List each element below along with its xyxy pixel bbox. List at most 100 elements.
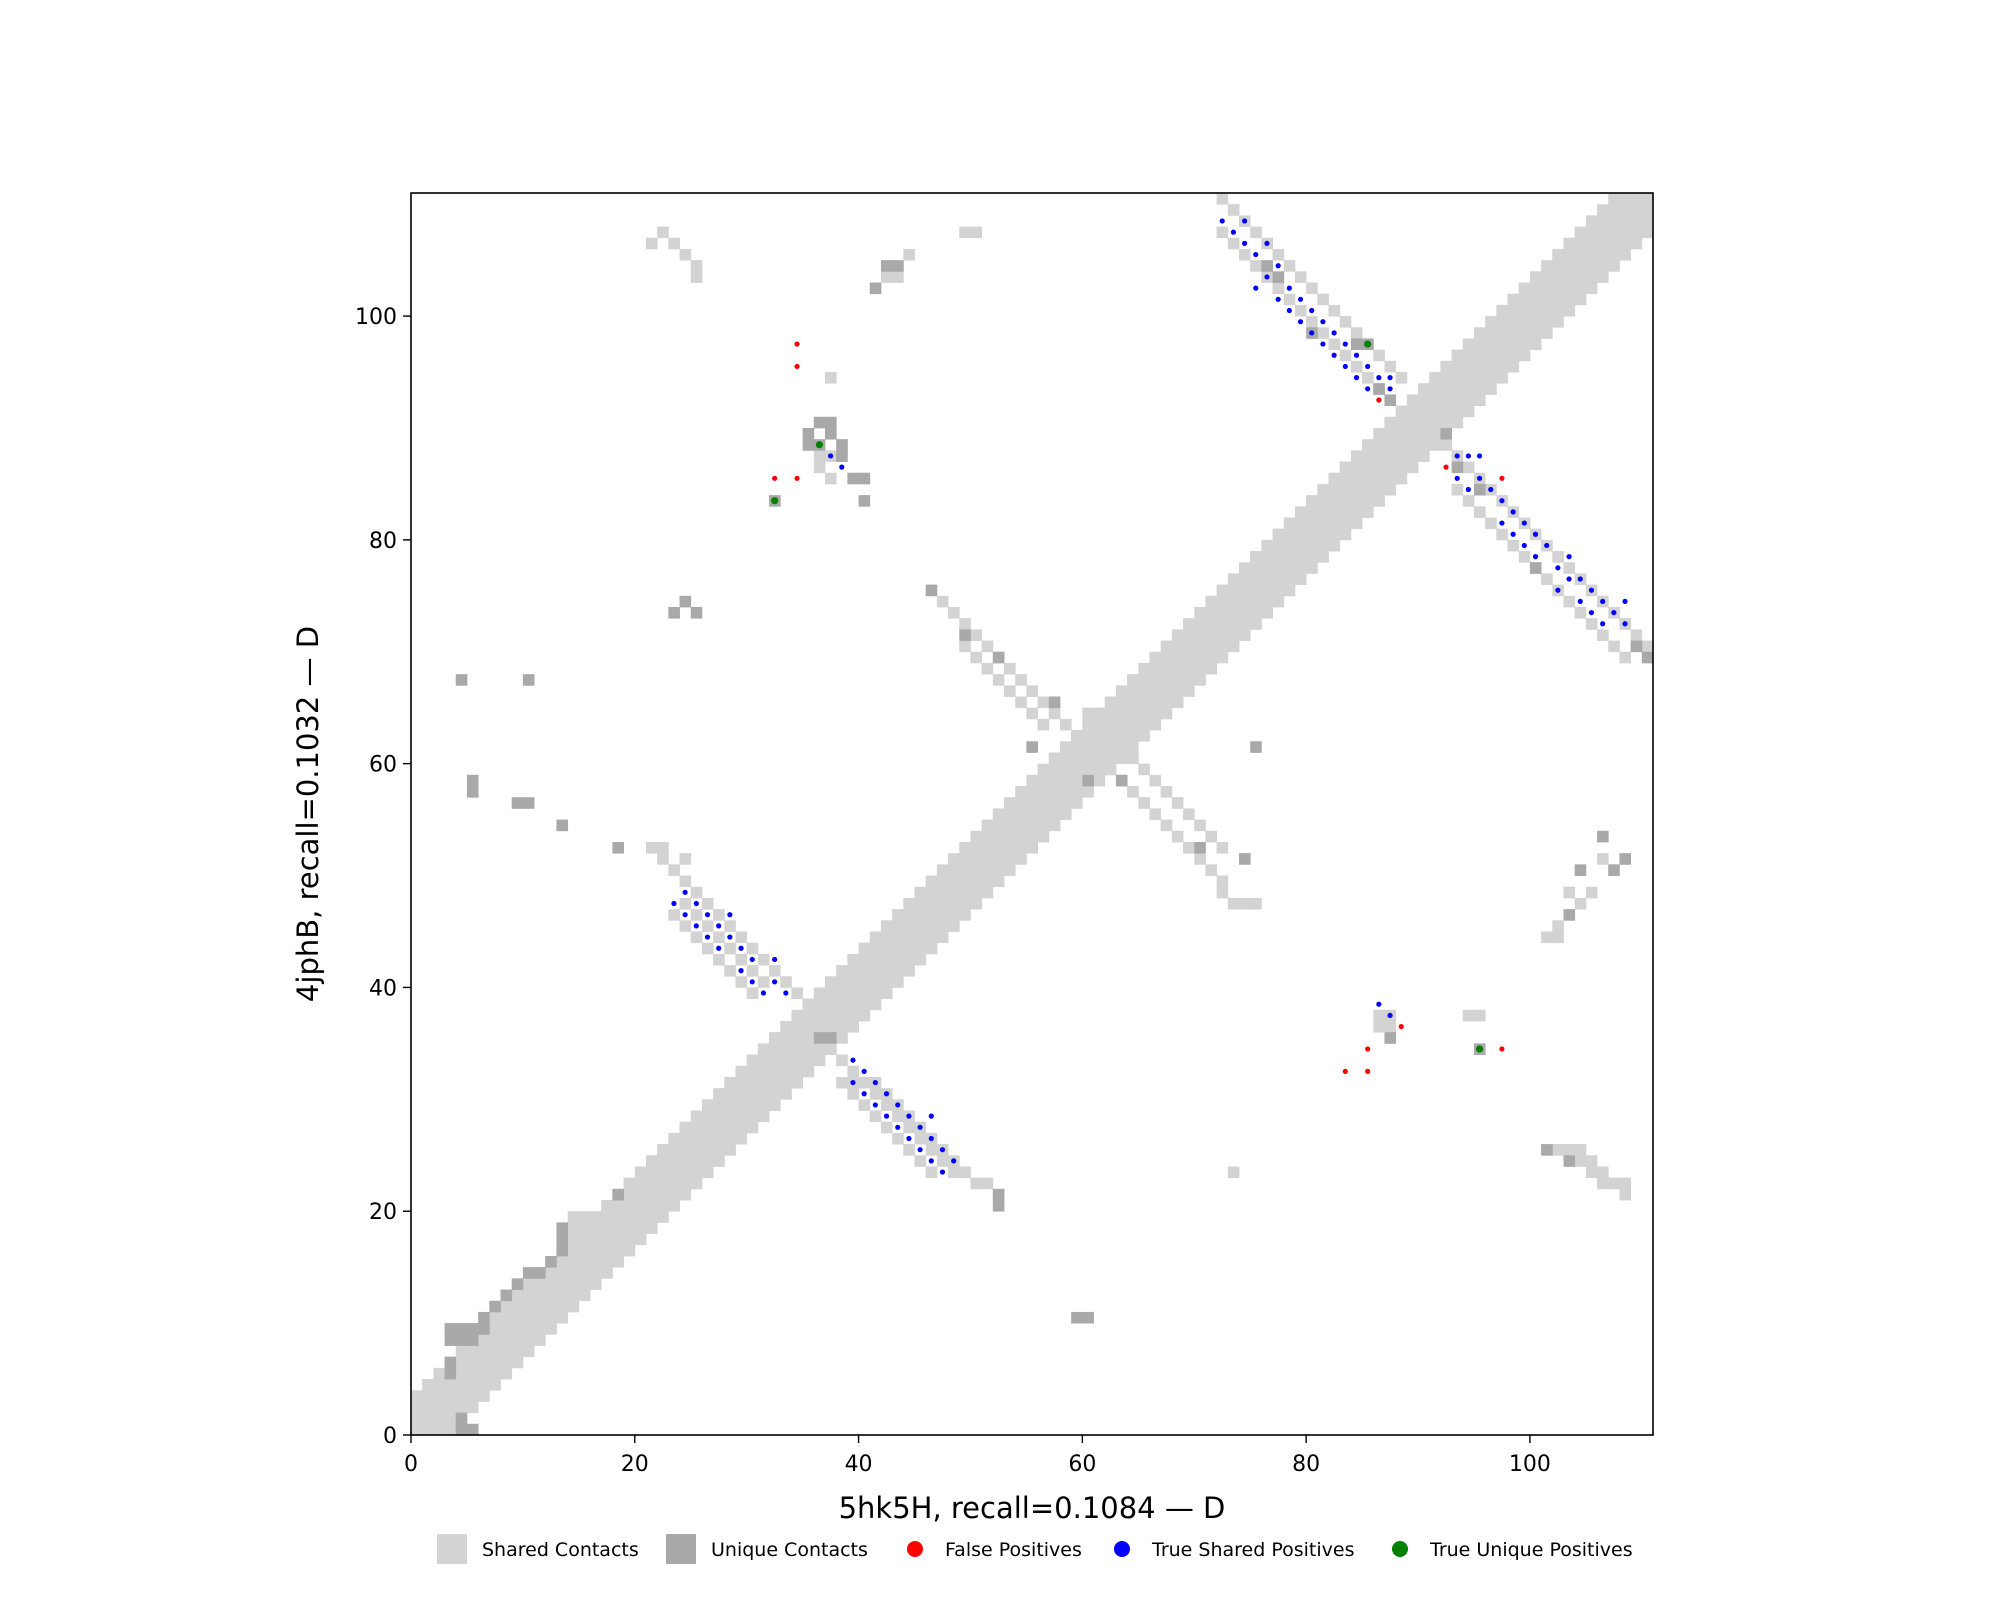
- shared-contact-cell: [478, 1390, 490, 1402]
- shared-contact-cell: [992, 819, 1005, 832]
- unique-contact-cell: [522, 797, 535, 809]
- unique-contact-cell: [522, 674, 535, 686]
- shared-contact-cell: [690, 1144, 703, 1156]
- shared-contact-cell: [1037, 797, 1050, 809]
- shared-contact-cell: [522, 1323, 535, 1335]
- true-shared-positive-point: [951, 1158, 957, 1164]
- shared-contact-cell: [735, 1088, 748, 1100]
- shared-contact-cell: [892, 976, 904, 988]
- shared-contact-cell: [802, 998, 815, 1011]
- legend-marker: [1392, 1541, 1408, 1557]
- true-shared-positive-point: [1544, 542, 1550, 549]
- shared-contact-cell: [925, 886, 938, 899]
- shared-contact-cell: [1462, 1009, 1475, 1022]
- x-axis-ticks: 0 20 40 60 80 100: [404, 1435, 1551, 1477]
- shared-contact-cell: [1574, 897, 1587, 910]
- true-shared-positive-point: [1476, 475, 1483, 481]
- shared-contact-cell: [1395, 372, 1408, 384]
- unique-contact-cell: [1630, 640, 1643, 653]
- legend-label: Shared Contacts: [482, 1539, 639, 1561]
- shared-contact-cell: [1574, 1155, 1587, 1167]
- shared-contact-cell: [1160, 786, 1173, 798]
- shared-contact-cell: [1239, 584, 1251, 597]
- shared-contact-cell: [489, 1334, 501, 1346]
- shared-contact-cell: [411, 1401, 423, 1414]
- shared-contact-cell: [713, 1121, 725, 1134]
- shared-contact-cell: [757, 1088, 770, 1100]
- shared-contact-cell: [1350, 495, 1363, 507]
- shared-contact-cell: [1160, 674, 1173, 686]
- shared-contact-cell: [601, 1267, 613, 1279]
- shared-contact-cell: [1294, 539, 1307, 552]
- shared-contact-cell: [668, 1155, 680, 1167]
- shared-contact-cell: [892, 953, 904, 966]
- shared-contact-cell: [1395, 405, 1408, 418]
- true-shared-positive-point: [850, 1079, 856, 1086]
- unique-contact-cell: [1261, 260, 1273, 272]
- shared-contact-cell: [1160, 640, 1173, 653]
- true-shared-positive-point: [906, 1113, 912, 1119]
- shared-contact-cell: [545, 1311, 557, 1324]
- shared-contact-cell: [1339, 495, 1352, 507]
- shared-contact-cell: [679, 1188, 692, 1201]
- shared-contact-cell: [657, 841, 669, 854]
- shared-contact-cell: [590, 1244, 602, 1257]
- shared-contact-cell: [1127, 685, 1139, 697]
- false-positive-point: [794, 363, 800, 370]
- shared-contact-cell: [657, 1200, 669, 1212]
- shared-contact-cell: [1239, 618, 1251, 630]
- true-shared-positive-point: [1510, 531, 1516, 537]
- shared-contact-cell: [959, 640, 971, 653]
- shared-contact-cell: [791, 1009, 804, 1022]
- shared-contact-cell: [1429, 383, 1441, 395]
- shared-contact-cell: [1597, 1177, 1609, 1190]
- shared-contact-cell: [1227, 237, 1240, 250]
- shared-contact-cell: [1395, 427, 1408, 440]
- shared-contact-cell: [1339, 483, 1352, 496]
- shared-contact-cell: [1440, 360, 1452, 373]
- shared-contact-cell: [511, 1311, 524, 1324]
- shared-contact-cell: [1597, 271, 1609, 283]
- shared-contact-cell: [1473, 506, 1486, 518]
- shared-contact-cell: [601, 1244, 613, 1257]
- shared-contact-cell: [735, 1099, 748, 1111]
- shared-contact-cell: [847, 998, 859, 1011]
- shared-contact-cell: [903, 920, 915, 932]
- shared-contact-cell: [880, 271, 893, 283]
- shared-contact-cell: [1518, 349, 1531, 362]
- shared-contact-cell: [668, 1132, 680, 1145]
- true-shared-positive-point: [1253, 285, 1259, 291]
- shared-contact-cell: [1183, 662, 1195, 675]
- shared-contact-cell: [690, 260, 703, 272]
- y-axis-ticks: 0 20 40 60 80 100: [355, 305, 411, 1449]
- shared-contact-cell: [713, 1144, 725, 1156]
- shared-contact-cell: [1115, 741, 1128, 753]
- shared-contact-cell: [1462, 372, 1475, 384]
- shared-contact-cell: [1127, 696, 1139, 709]
- y-tick-label: 100: [355, 305, 397, 330]
- shared-contact-cell: [578, 1255, 591, 1268]
- shared-contact-cell: [1507, 316, 1520, 328]
- shared-contact-cell: [578, 1222, 591, 1234]
- shared-contact-cell: [1585, 1155, 1598, 1167]
- true-shared-positive-point: [704, 912, 711, 918]
- unique-contact-cell: [444, 1356, 457, 1369]
- shared-contact-cell: [925, 931, 938, 944]
- shared-contact-cell: [1194, 819, 1206, 832]
- shared-contact-cell: [1059, 741, 1072, 753]
- legend-marker: [907, 1541, 923, 1557]
- x-tick-label: 20: [621, 1452, 649, 1477]
- true-shared-positive-point: [928, 1113, 934, 1119]
- true-shared-positive-point: [1275, 263, 1281, 269]
- shared-contact-cell: [1630, 193, 1643, 205]
- unique-contact-cell: [556, 1233, 569, 1246]
- true-unique-positive-point: [1475, 1045, 1484, 1053]
- shared-contact-cell: [578, 1233, 591, 1246]
- shared-contact-cell: [1541, 271, 1553, 283]
- shared-contact-cell: [948, 853, 960, 865]
- shared-contact-cell: [668, 1200, 680, 1212]
- plot-frame: [410, 192, 1654, 1436]
- shared-contact-cell: [1406, 439, 1419, 451]
- y-tick-label: 0: [383, 1424, 397, 1449]
- unique-contact-cell: [466, 1323, 479, 1335]
